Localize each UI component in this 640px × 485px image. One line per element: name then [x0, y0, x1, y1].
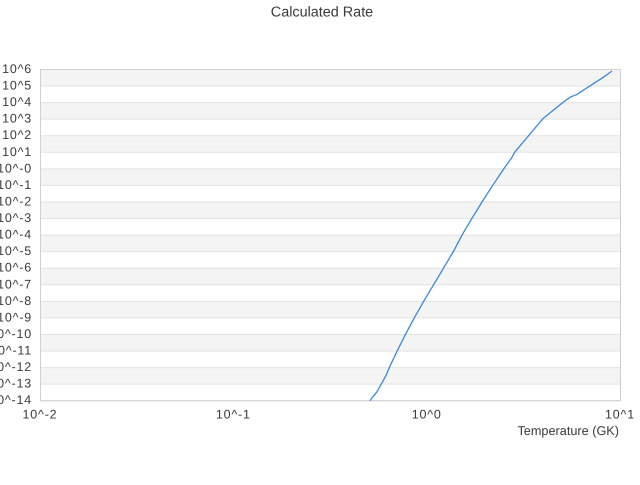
svg-text:10^-12: 10^-12 — [0, 360, 32, 374]
svg-text:10^5: 10^5 — [2, 79, 32, 93]
svg-text:10^-3: 10^-3 — [0, 211, 32, 225]
svg-text:10^-7: 10^-7 — [0, 277, 32, 291]
svg-text:10^-1: 10^-1 — [0, 178, 32, 192]
svg-text:10^4: 10^4 — [2, 95, 32, 109]
svg-text:10^1: 10^1 — [605, 408, 635, 422]
svg-text:10^-11: 10^-11 — [0, 344, 32, 358]
svg-text:10^-2: 10^-2 — [23, 408, 58, 422]
svg-text:10^-0: 10^-0 — [0, 161, 32, 175]
svg-text:10^-8: 10^-8 — [0, 294, 32, 308]
svg-text:10^-14: 10^-14 — [0, 393, 32, 407]
svg-text:10^-4: 10^-4 — [0, 228, 32, 242]
svg-text:10^2: 10^2 — [2, 128, 32, 142]
svg-text:10^-1: 10^-1 — [216, 408, 251, 422]
svg-text:10^6: 10^6 — [2, 62, 32, 76]
svg-text:10^-5: 10^-5 — [0, 244, 32, 258]
svg-text:10^0: 10^0 — [412, 408, 442, 422]
svg-text:10^-13: 10^-13 — [0, 377, 32, 391]
svg-text:10^-2: 10^-2 — [0, 194, 32, 208]
svg-text:10^-9: 10^-9 — [0, 310, 32, 324]
svg-text:10^3: 10^3 — [2, 112, 32, 126]
svg-text:Temperature (GK): Temperature (GK) — [517, 424, 619, 438]
svg-text:Calculated Rate: Calculated Rate — [271, 4, 373, 20]
svg-text:10^1: 10^1 — [2, 145, 32, 159]
svg-text:10^-6: 10^-6 — [0, 261, 32, 275]
svg-text:10^-10: 10^-10 — [0, 327, 32, 341]
